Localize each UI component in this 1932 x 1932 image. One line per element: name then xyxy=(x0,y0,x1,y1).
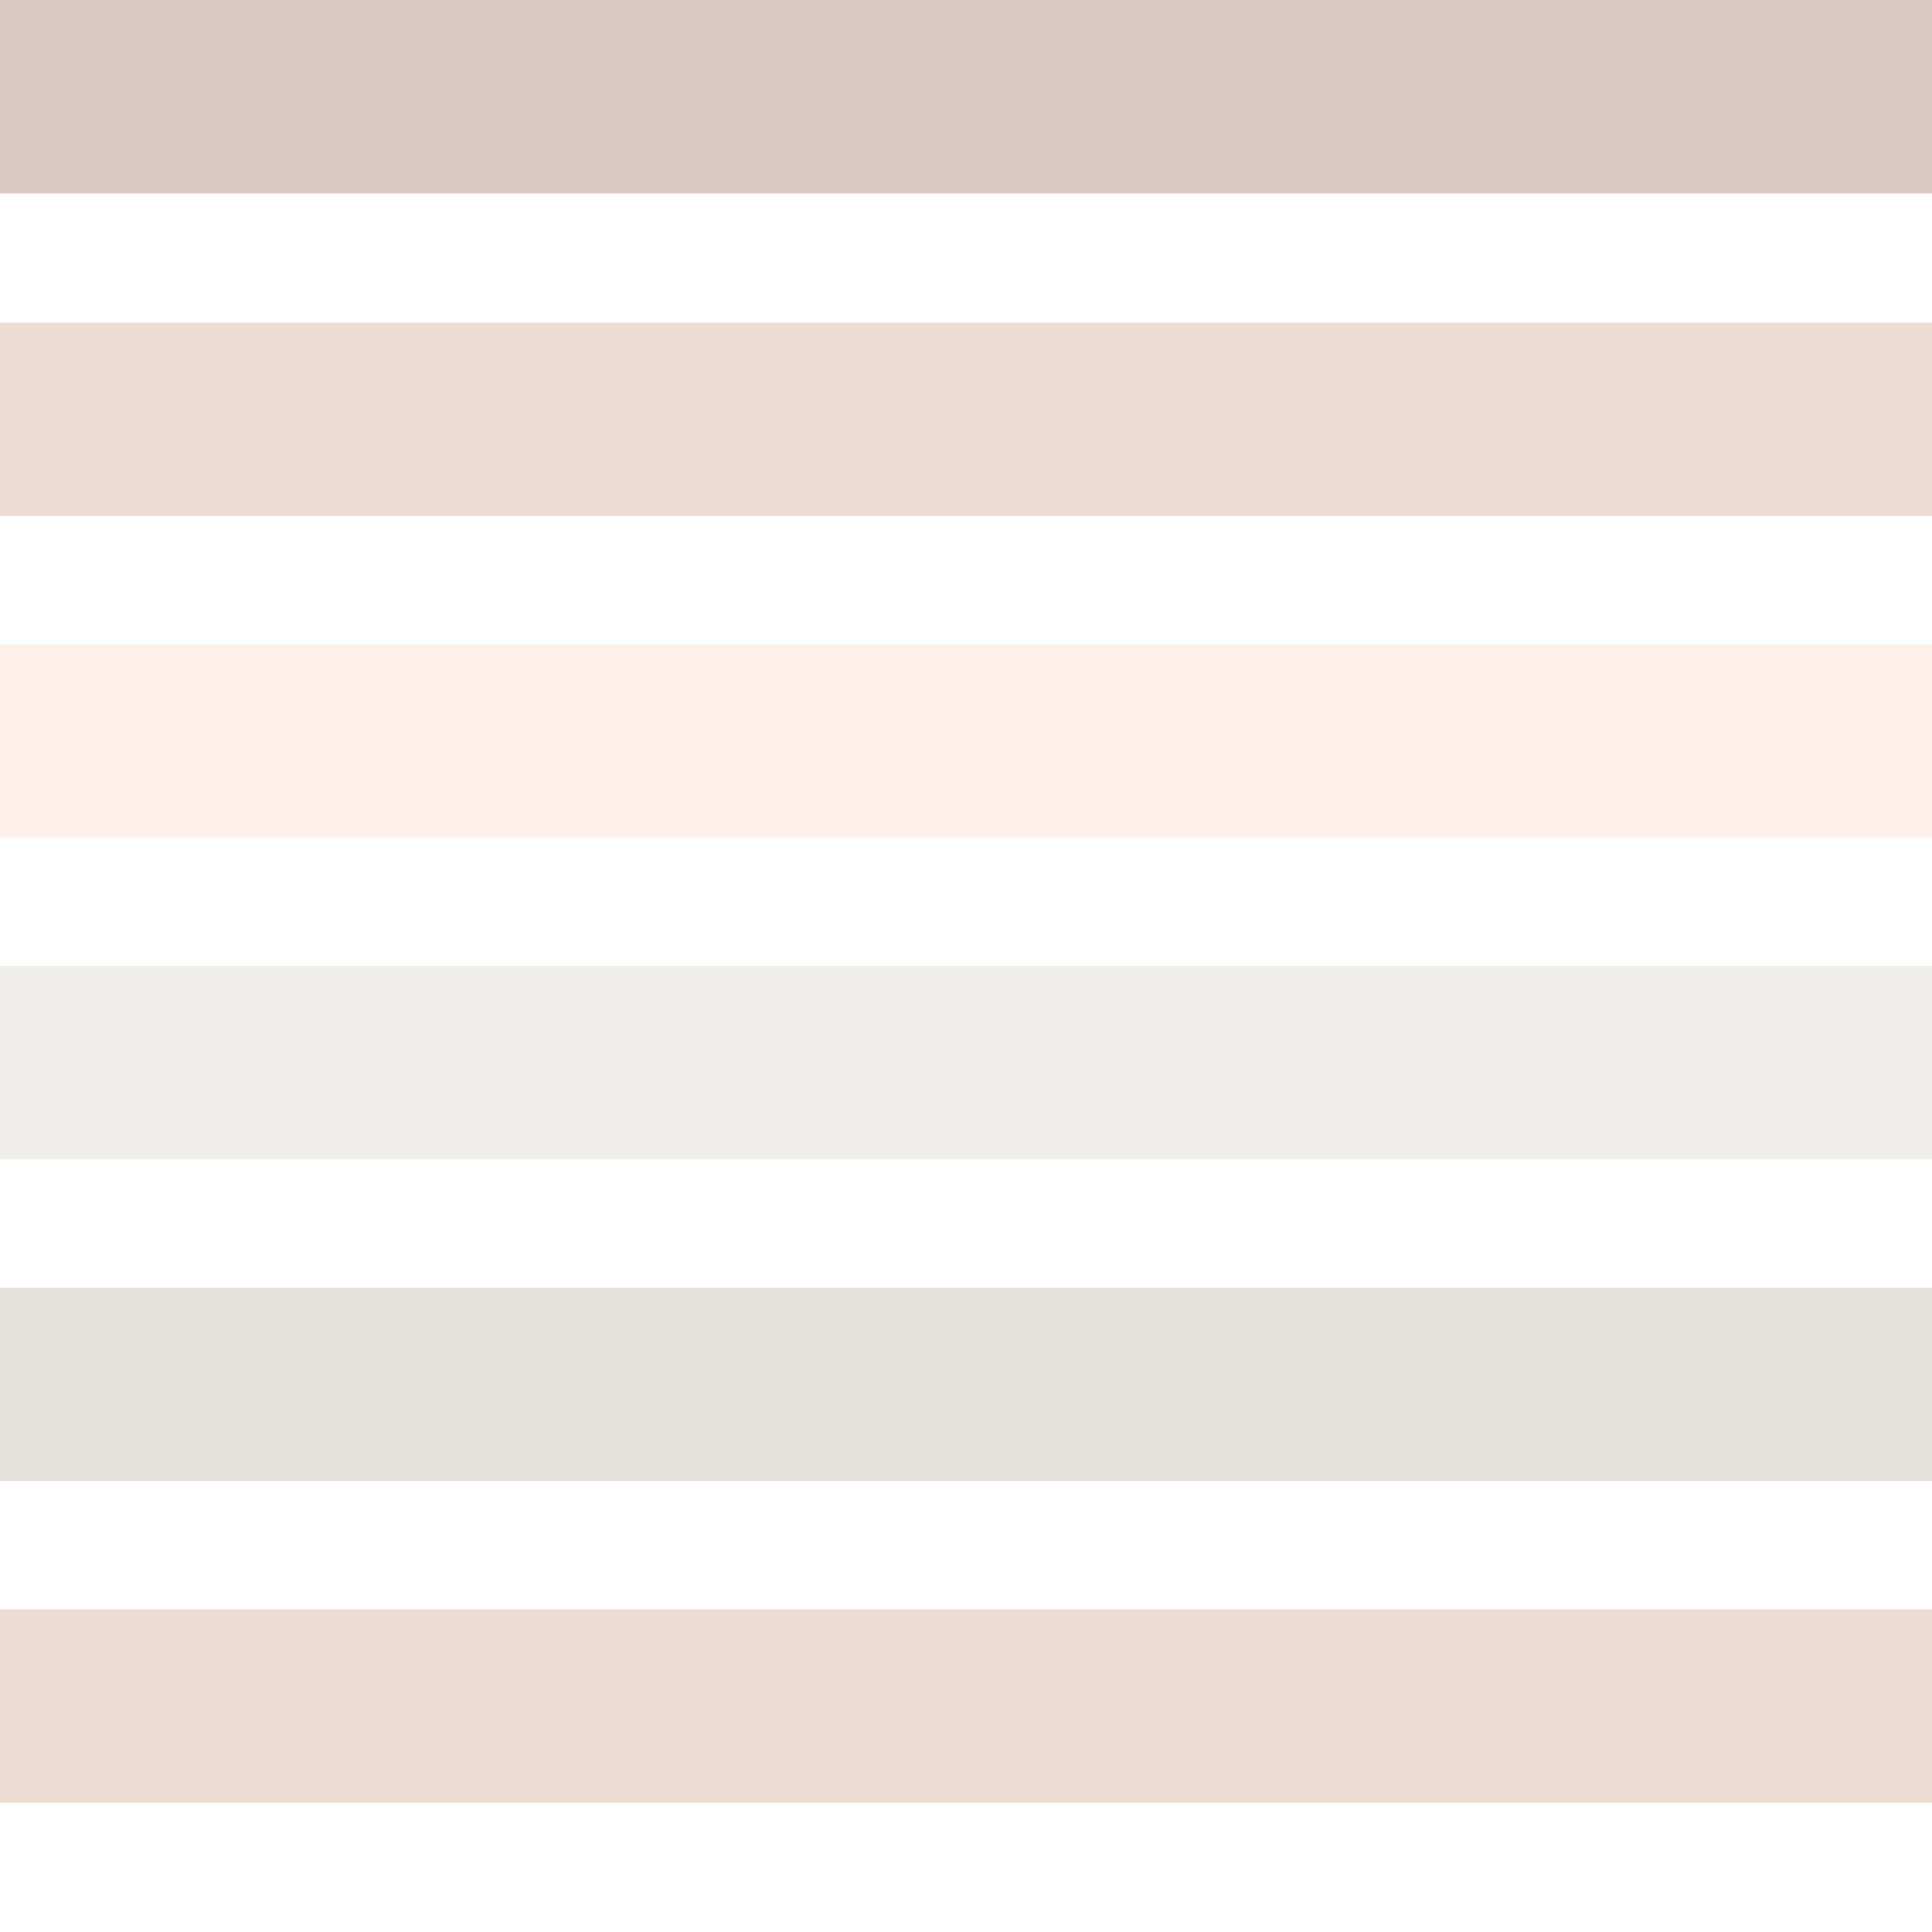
stripe xyxy=(0,323,1932,516)
stripe xyxy=(0,1609,1932,1803)
stripe xyxy=(0,644,1932,838)
stripe xyxy=(0,1288,1932,1481)
stripe xyxy=(0,966,1932,1159)
stripe xyxy=(0,0,1932,193)
